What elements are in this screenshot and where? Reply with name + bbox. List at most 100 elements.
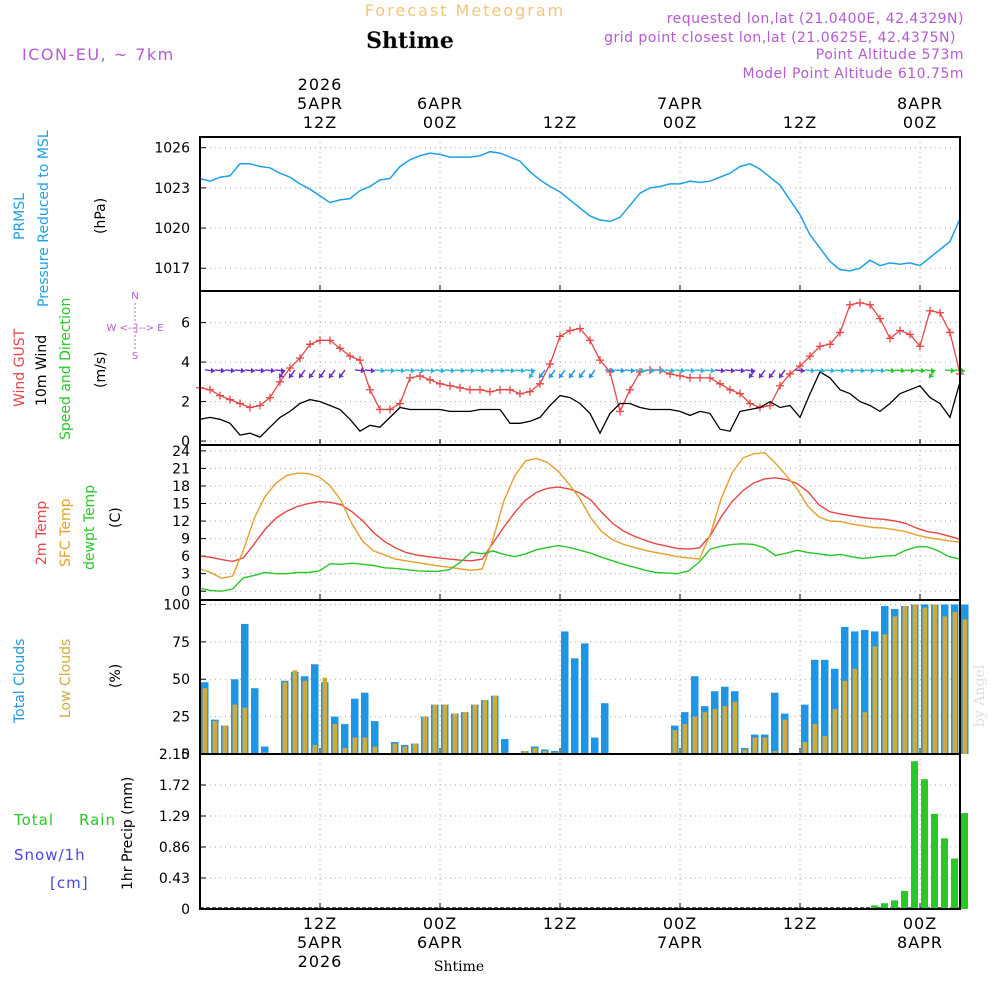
wind-arrowhead [470,367,475,374]
gust-marker [696,373,704,382]
low-cloud-bar [482,700,488,754]
wind-arrowhead [720,367,725,374]
top-time-label: 12Z [543,113,577,132]
wind-arrowhead [730,367,735,374]
wind-arrowhead [280,367,285,374]
low-cloud-bar [682,724,688,754]
wind-arrowhead [440,367,445,374]
total-cloud-bar [361,692,369,754]
wind-arrowhead [680,367,685,374]
low-cloud-bar [222,725,228,754]
gust-marker [336,344,344,353]
model-altitude: Model Point Altitude 610.75m [743,66,964,82]
low-cloud-bar [812,724,818,754]
wind-arrowhead [589,373,594,379]
wind-arrowhead [520,367,525,374]
wind-arrowhead [289,373,294,379]
gust-marker [896,326,904,335]
prmsl-label: PRMSL [12,193,28,240]
footer-location: Shtime [434,959,484,975]
gust-marker [736,389,744,398]
y-tick-label: 0.43 [159,871,190,887]
wind-arrowhead [450,367,455,374]
wind-arrowhead [329,373,334,379]
y-tick-label: 1026 [154,141,190,157]
gust-marker [536,379,544,388]
y-tick-label: 2.15 [159,747,190,763]
low-cloud-bar [452,713,458,754]
low-cloud-bar [712,709,718,754]
gust-marker [496,385,504,394]
gust-marker [676,371,684,380]
low-cloud-bar [762,737,768,754]
low-cloud-bar [692,716,698,754]
total-cloud-bar [861,629,869,754]
gust-marker [526,387,534,396]
gust-marker [616,407,624,416]
cm-label: [cm] [50,874,89,892]
rain-label: Rain [79,811,116,829]
low-cloud-bar [342,748,348,754]
low-cloud-bar [282,682,288,754]
wind-arrowhead [279,373,284,379]
top-time-label: 00Z [423,113,457,132]
gust-marker [546,360,554,369]
bottom-time-label: 00Z [423,914,457,933]
total-cloud-bar [811,659,819,754]
top-time-label: 2026 [298,75,343,94]
wind-speed-line [199,370,961,438]
gust-marker [506,385,514,394]
gust-marker [416,371,424,380]
low-cloud-bar [442,704,448,754]
gust-marker [226,395,234,404]
compass-s: S [132,351,138,362]
wind-arrowhead [210,367,215,374]
wind-arrowhead [670,367,675,374]
low-cloud-bar [372,746,378,754]
low-cloud-bar [932,604,938,754]
wind-arrowhead [240,367,245,374]
precip-unit-label: 1hr Precip (mm) [120,777,136,890]
low-cloud-bar [392,743,398,754]
low-cloud-bar [842,680,848,754]
y-tick-label: 100 [163,597,190,613]
total-cloud-bar [371,721,379,754]
temp-2m-label: 2m Temp [34,501,50,565]
y-tick-label: 0.86 [159,840,190,856]
low-cloud-bar [902,605,908,754]
pressure-line [199,150,961,272]
top-time-label: 00Z [903,113,937,132]
low-cloud-bar [412,743,418,754]
wind-arrowhead [299,373,304,379]
low-cloud-bar [832,709,838,754]
wind-arrowhead [840,367,845,374]
wind-arrowhead [929,373,934,379]
low-cloud-bar [942,616,948,754]
low-cloud-bar [732,701,738,754]
wind-arrowhead [480,367,485,374]
gust-marker [906,330,914,339]
low-cloud-bar [522,751,528,754]
low-cloud-bar [422,716,428,754]
y-tick-label: 9 [181,532,190,548]
chart-title: Forecast Meteogram [365,1,565,20]
wind-arrowhead [250,367,255,374]
precip-bar [921,779,928,909]
requested-coords: requested lon,lat (21.0400E, 42.4329N) [667,11,964,27]
gust-marker [666,369,674,378]
wind-arrowhead [890,367,895,374]
low-cloud-bar [742,749,748,754]
low-cloud-bar [242,707,248,754]
wind-arrowhead [490,367,495,374]
wind-arrowhead [430,367,435,374]
gust-marker [886,334,894,343]
wind-arrowhead [549,373,554,379]
snow-label: Snow/1h [14,846,86,864]
total-cloud-bar [801,704,809,754]
y-tick-label: 6 [181,316,190,332]
gust-marker [776,381,784,390]
gust-marker [586,336,594,345]
gust-marker [806,352,814,361]
temp-dewpt-label: dewpt Temp [82,485,98,570]
